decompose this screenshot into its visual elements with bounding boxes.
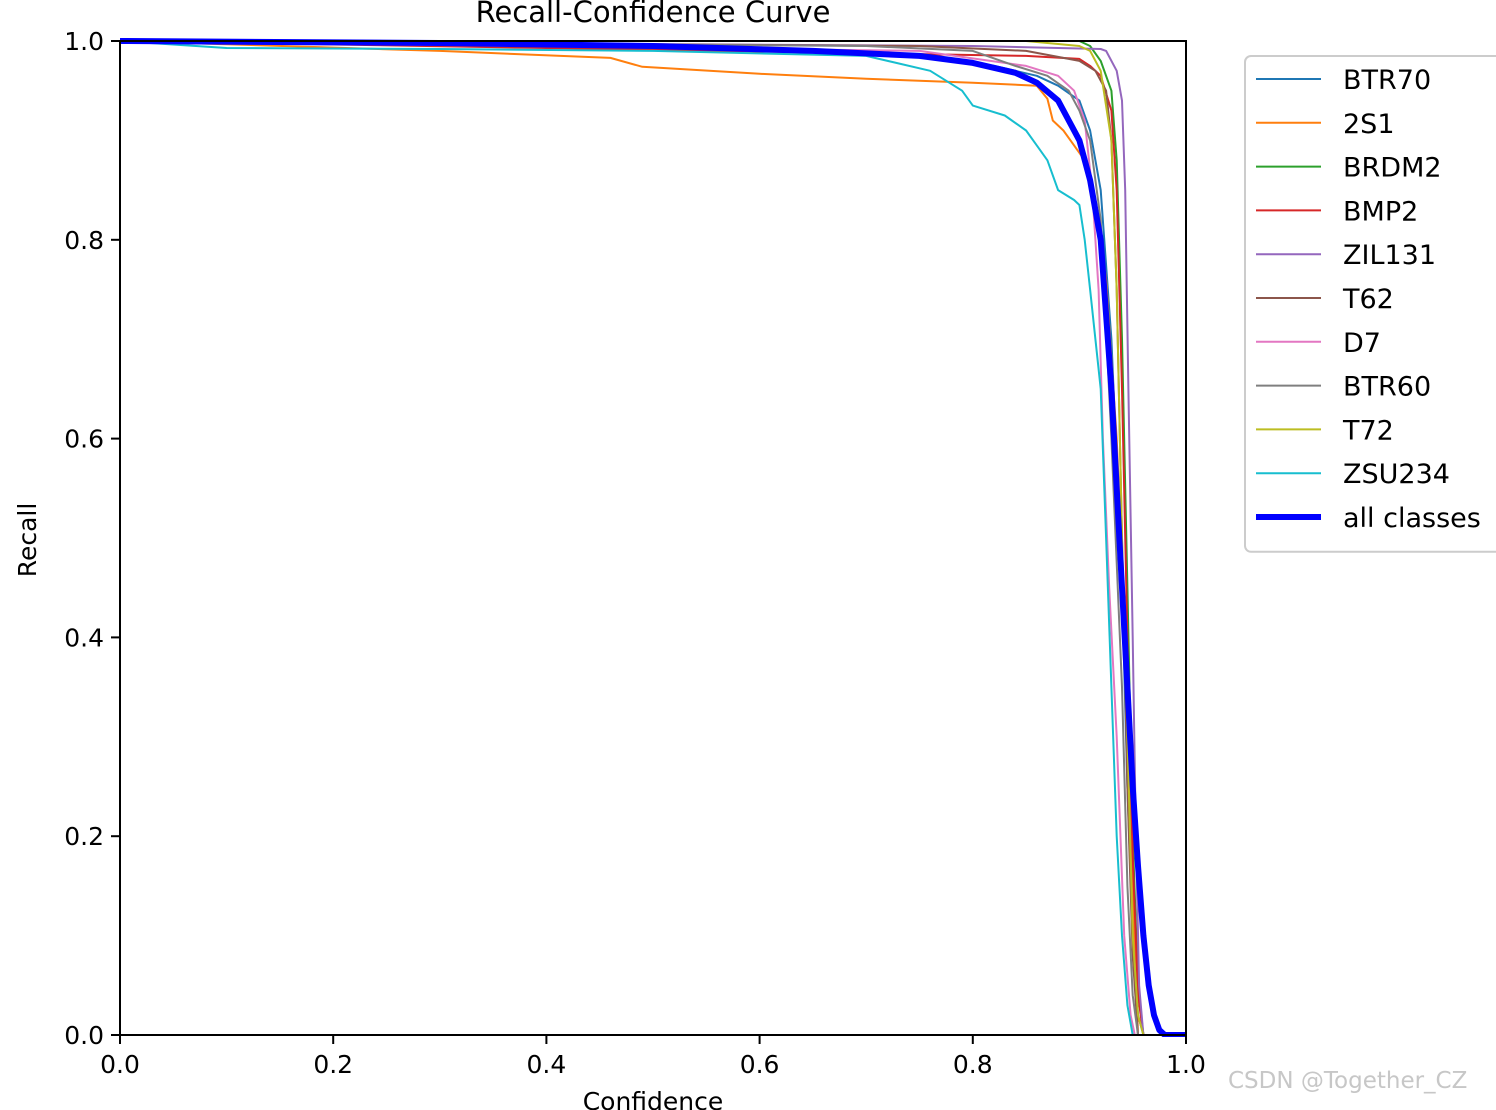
legend-label: BTR70: [1343, 65, 1431, 96]
series-line-brdm2: [120, 40, 1186, 1036]
x-tick-label: 0.2: [313, 1050, 353, 1079]
series-line-all-classes: [120, 38, 1186, 1037]
x-tick-label: 0.4: [527, 1050, 567, 1079]
series-line-bmp2: [120, 40, 1186, 1036]
legend-label: T62: [1342, 284, 1394, 315]
series-line-btr60: [120, 40, 1186, 1036]
series-line-zsu234: [120, 40, 1186, 1036]
x-axis-title: Confidence: [583, 1087, 724, 1110]
legend: BTR70 2S1 BRDM2 BMP2 ZIL131 T62 D7 BTR60 T72 ZSU2…: [1244, 55, 1496, 553]
legend-label: BRDM2: [1343, 153, 1442, 184]
legend-label: all classes: [1343, 503, 1481, 534]
legend-label: BMP2: [1343, 196, 1418, 227]
legend-label: D7: [1343, 328, 1381, 359]
series-line-t62: [120, 40, 1186, 1036]
legend-box: [1244, 55, 1496, 553]
watermark: CSDN @Together_CZ: [1228, 1068, 1468, 1094]
y-tick-label: 0.8: [64, 226, 104, 255]
y-tick-label: 1.0: [64, 27, 104, 56]
x-tick-label: 0.8: [953, 1050, 993, 1079]
y-tick-label: 0.4: [64, 623, 104, 652]
x-tick-label: 0.6: [740, 1050, 780, 1079]
series-line-zil131: [120, 40, 1186, 1036]
y-tick-label: 0.2: [64, 822, 104, 851]
series-line-btr70: [120, 40, 1186, 1036]
x-tick-label: 1.0: [1166, 1050, 1206, 1079]
legend-label: ZSU234: [1343, 459, 1450, 490]
y-tick-label: 0.6: [64, 425, 104, 454]
series-line-2s1: [120, 40, 1186, 1036]
x-axis: 0.0 0.2 0.4 0.6 0.8 1.0: [100, 1035, 1206, 1079]
y-tick-label: 0.0: [64, 1021, 104, 1050]
legend-label: ZIL131: [1343, 240, 1436, 271]
chart-title: Recall-Confidence Curve: [476, 0, 831, 29]
legend-label: 2S1: [1343, 109, 1395, 140]
axes-frame: [119, 40, 1187, 1036]
y-axis-title: Recall: [13, 503, 42, 578]
plot-area: [120, 38, 1186, 1037]
series-line-d7: [120, 40, 1186, 1036]
legend-label: BTR60: [1343, 372, 1431, 403]
series-line-t72: [120, 40, 1186, 1036]
y-axis: 0.0 0.2 0.4 0.6 0.8 1.0: [64, 27, 120, 1050]
legend-label: T72: [1342, 415, 1394, 446]
x-tick-label: 0.0: [100, 1050, 140, 1079]
